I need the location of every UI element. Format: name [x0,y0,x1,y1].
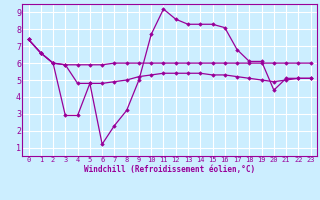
X-axis label: Windchill (Refroidissement éolien,°C): Windchill (Refroidissement éolien,°C) [84,165,255,174]
